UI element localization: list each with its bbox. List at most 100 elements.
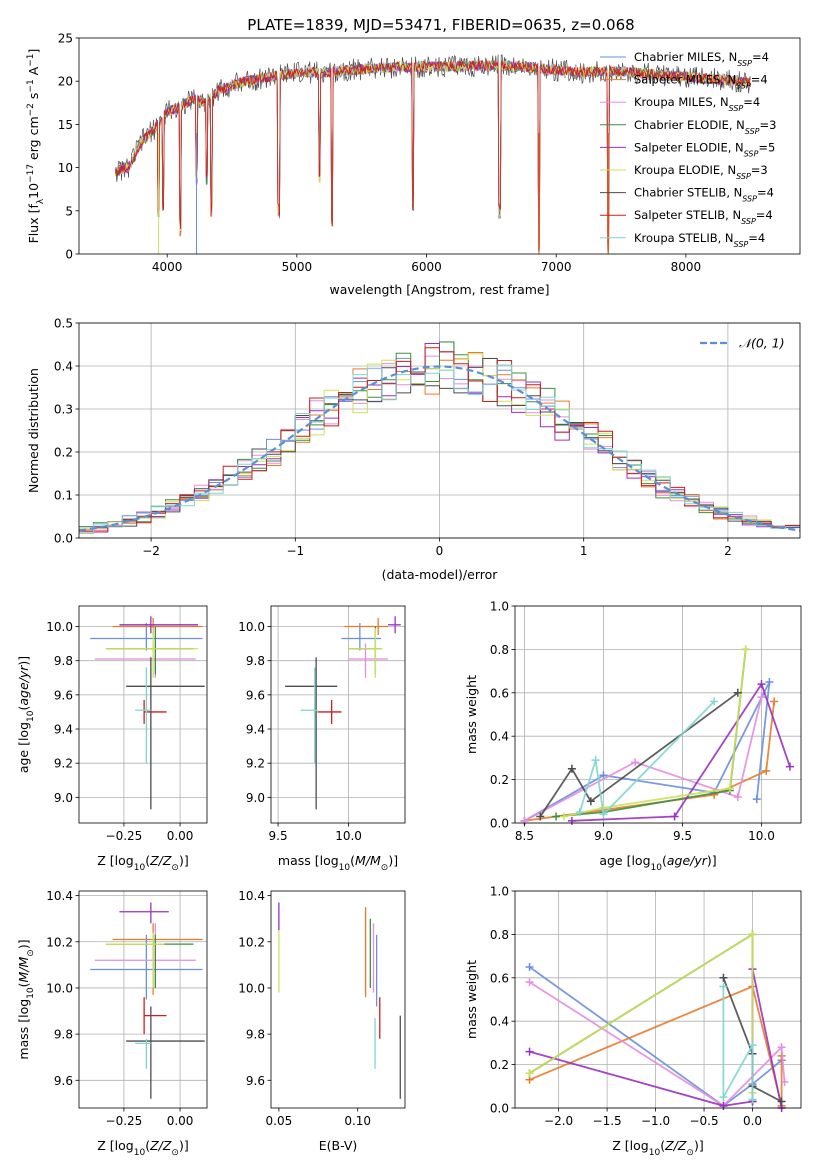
age_vs_Z-ytick-label: 9.2 (54, 757, 73, 771)
mass_vs_ebv-xtick-label: 0.10 (344, 1114, 371, 1128)
mass_vs_Z-ylabel: mass [log10(M/M⊙)] (16, 939, 36, 1059)
weight_vs_Z-ytick-label: 0.8 (490, 928, 509, 942)
age_vs_Z-xlabel: Z [log10(Z/Z⊙)] (97, 853, 188, 873)
hist-step-kroupa_elodie (79, 353, 800, 530)
residual_hist-xtick-label: −2 (142, 544, 160, 558)
weight_vs_age-ytick-label: 0.8 (490, 643, 509, 657)
age_vs_mass-frame (270, 605, 406, 824)
weight_vs_age-xlabel: age [log10(age/yr)] (599, 853, 716, 873)
spectrum-ytick-label: 0 (65, 248, 73, 262)
normal-curve (78, 365, 801, 532)
mass_vs_Z-ytick-label: 9.8 (54, 1028, 73, 1042)
age_vs_mass-marks (285, 616, 401, 810)
spectrum-xtick-label: 4000 (152, 260, 183, 274)
mass_vs_Z-ytick-label: 10.4 (46, 889, 73, 903)
residual_hist-xtick-label: 2 (724, 544, 732, 558)
weight_vs_age-marker-chabrier_stelib (536, 812, 545, 821)
spectrum-xtick-label: 6000 (411, 260, 442, 274)
hist-step-chabrier_elodie (79, 341, 800, 528)
age_vs_mass-ytick-label: 9.2 (246, 757, 265, 771)
mass_vs_Z-ytick-label: 10.2 (46, 935, 73, 949)
spectrum-ylabel: Flux [fλ10−17 erg cm−2 s−1 A−1] (26, 49, 46, 244)
mass_vs_ebv-marks (278, 902, 401, 1099)
legend-label-salpeter_stelib: Salpeter STELIB, NSSP=4 (634, 208, 773, 226)
weight_vs_Z-marker-kroupa_stelib (748, 1095, 757, 1104)
weight_vs_Z-frame (514, 890, 802, 1109)
weight_vs_age-line-kroupa_stelib (578, 700, 715, 817)
hist-step-kroupa_stelib (79, 364, 800, 534)
weight_vs_age-marker-chabrier_stelib (586, 797, 595, 806)
weight_vs_Z-marker-kroupa_elodie (525, 1069, 534, 1078)
weight_vs_age-ytick-label: 0.4 (490, 730, 509, 744)
age_vs_Z-xtick-label: 0.00 (167, 829, 194, 843)
weight_vs_age-ytick-label: 0.0 (490, 817, 509, 831)
legend-label-kroupa_elodie: Kroupa ELODIE, NSSP=3 (634, 163, 768, 181)
weight_vs_Z-ytick-label: 0.4 (490, 1015, 509, 1029)
spectrum-xtick-label: 5000 (282, 260, 313, 274)
spectrum-ytick-label: 25 (58, 32, 73, 46)
weight_vs_age-marker-salpeter_miles (770, 697, 779, 706)
age_vs_mass-xtick-label: 9.5 (269, 829, 288, 843)
weight_vs_Z-xtick-label: 0.0 (743, 1114, 762, 1128)
weight_vs_Z-marker-kroupa_miles (777, 1043, 786, 1052)
age_vs_mass-ytick-label: 9.0 (246, 791, 265, 805)
weight_vs_age-marks (520, 645, 794, 825)
mass_vs_ebv-ytick-label: 10.4 (238, 889, 265, 903)
weight_vs_age-marker-kroupa_stelib (599, 810, 608, 819)
weight_vs_Z-marker-chabrier_stelib (719, 973, 728, 982)
age_vs_mass-ytick-label: 10.0 (238, 620, 265, 634)
hist-ylabel: Normed distribution (26, 368, 41, 493)
spectrum-line-chabrier_stelib (114, 53, 751, 251)
weight_vs_age-marker-salpeter_elodie (785, 762, 794, 771)
weight_vs_Z-marker-chabrier_stelib (777, 1097, 786, 1106)
weight_vs_Z-xtick-label: −1.5 (593, 1114, 622, 1128)
age_vs_mass-xtick-label: 10.0 (335, 829, 362, 843)
weight_vs_age-marker-salpeter_miles (710, 790, 719, 799)
weight_vs_age-marker-salpeter_miles (762, 766, 771, 775)
weight_vs_age-marker-kroupa_stelib (591, 756, 600, 765)
weight_vs_age-marker-chabrier_miles (752, 795, 761, 804)
weight_vs_age-marker-salpeter_elodie (567, 816, 576, 825)
weight_vs_age-marker-kroupa_elodie (725, 784, 734, 793)
age_vs_mass-panel: 9.5 10.0 9.0 9.2 9.4 9.6 9.8 10.0 mass [log10(M/… (238, 605, 406, 873)
age_vs_Z-xtick-label: −0.25 (106, 829, 143, 843)
weight_vs_Z-marker-salpeter_elodie (525, 1047, 534, 1056)
spectrum-xtick-label: 7000 (541, 260, 572, 274)
mass_vs_Z-xtick-label: 0.00 (167, 1114, 194, 1128)
age_vs_Z-marks (90, 616, 205, 810)
age_vs_mass-ytick-label: 9.4 (246, 723, 265, 737)
weight_vs_Z-marker-chabrier_miles (525, 962, 534, 971)
legend-label-kroupa_stelib: Kroupa STELIB, NSSP=4 (634, 231, 765, 249)
weight_vs_Z-marker-kroupa_miles (525, 978, 534, 987)
residual_hist-ytick-label: 0.1 (54, 489, 73, 503)
legend-label-chabrier_elodie: Chabrier ELODIE, NSSP=3 (634, 118, 776, 136)
mass_vs_ebv-frame (270, 890, 406, 1109)
spectrum-panel: 4000 5000 6000 7000 8000 0 5 10 15 20 25 wavelength… (26, 32, 801, 297)
residual_hist-ytick-label: 0.0 (54, 532, 73, 546)
hist-xlabel: (data-model)/error (382, 567, 499, 582)
residual_hist-panel: −2 −1 0 1 2 0.0 0.1 0.2 0.3 0.4 0.5 𝒩(0, 1) (data-mo… (26, 317, 801, 582)
weight_vs_Z-marker-kroupa_stelib (719, 1093, 728, 1102)
weight_vs_age-marker-chabrier_stelib (567, 764, 576, 773)
age_vs_Z-ytick-label: 10.0 (46, 620, 73, 634)
age_vs_mass-ytick-label: 9.6 (246, 688, 265, 702)
weight_vs_Z-ytick-label: 0.0 (490, 1102, 509, 1116)
residual_hist-marks (78, 341, 801, 534)
weight_vs_age-line-salpeter_miles (524, 701, 775, 822)
mass_vs_Z-ytick-label: 9.6 (54, 1074, 73, 1088)
weight_vs_Z-line-kroupa_stelib (722, 986, 754, 1101)
weight_vs_Z-marker-kroupa_stelib (748, 1041, 757, 1050)
legend-label-kroupa_miles: Kroupa MILES, NSSP=4 (634, 95, 760, 113)
mass_vs_Z-marks (90, 902, 205, 1099)
weight_vs_age-line-salpeter_elodie (571, 682, 791, 822)
weight_vs_Z-xtick-label: −2.0 (544, 1114, 573, 1128)
mass_vs_ebv-ytick-label: 10.2 (238, 935, 265, 949)
residual_hist-ytick-label: 0.2 (54, 446, 73, 460)
age_vs_Z-ytick-label: 9.4 (54, 723, 73, 737)
weight_vs_age-xtick-label: 9.5 (673, 829, 692, 843)
weight_vs_age-marker-kroupa_elodie (559, 812, 568, 821)
age_vs_mass-ytick-label: 9.8 (246, 654, 265, 668)
legend-label-chabrier_miles: Chabrier MILES, NSSP=4 (634, 50, 769, 68)
